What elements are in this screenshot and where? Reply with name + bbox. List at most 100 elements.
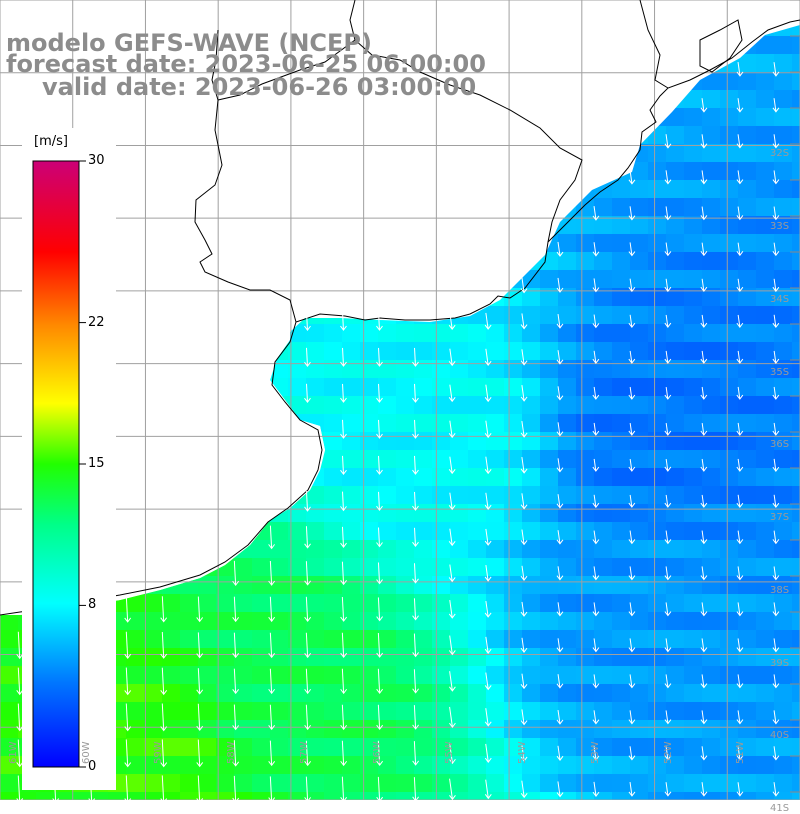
wind-cell [756, 756, 775, 775]
wind-cell [288, 756, 307, 775]
wind-cell [792, 414, 800, 433]
wind-cell [216, 720, 235, 739]
wind-cell [558, 486, 577, 505]
wind-cell [738, 504, 757, 523]
wind-cell [306, 756, 325, 775]
wind-cell [684, 306, 703, 325]
wind-cell [576, 522, 595, 541]
wind-cell [504, 342, 523, 361]
wind-cell [666, 180, 685, 199]
wind-arrow [700, 278, 708, 293]
wind-cell [612, 414, 631, 433]
wind-cell [720, 594, 739, 613]
wind-cell [684, 432, 703, 451]
wind-arrow [628, 386, 636, 400]
wind-cell [360, 666, 379, 685]
wind-arrow [664, 350, 672, 364]
wind-cell [522, 558, 541, 577]
wind-cell [630, 414, 649, 433]
wind-cell [414, 414, 433, 433]
wind-cell [558, 378, 577, 397]
wind-arrow [268, 632, 276, 659]
wind-arrow [700, 602, 708, 617]
wind-cell [702, 702, 721, 721]
wind-cell [396, 558, 415, 577]
wind-cell [594, 378, 613, 397]
wind-cell [288, 612, 307, 631]
wind-cell [666, 648, 685, 667]
wind-cell [576, 288, 595, 307]
wind-cell [558, 522, 577, 541]
wind-cell [414, 540, 433, 559]
wind-arrow [304, 704, 312, 731]
wind-cell [180, 666, 199, 685]
wind-cell [216, 576, 235, 595]
wind-cell [612, 558, 631, 577]
wind-cell [0, 666, 19, 685]
wind-cell [0, 738, 19, 757]
wind-cell [738, 306, 757, 325]
wind-cell [792, 648, 800, 667]
wind-cell [612, 702, 631, 721]
wind-cell [468, 378, 487, 397]
wind-cell [468, 702, 487, 721]
wind-cell [234, 558, 253, 577]
wind-arrow [16, 667, 24, 696]
wind-cell [774, 666, 793, 685]
wind-cell [666, 162, 685, 181]
wind-cell [288, 738, 307, 757]
wind-arrow [772, 530, 780, 545]
wind-cell [378, 684, 397, 703]
wind-cell [756, 54, 775, 73]
wind-cell [576, 504, 595, 523]
wind-cell [396, 648, 415, 667]
wind-cell [378, 612, 397, 631]
wind-cell [342, 450, 361, 469]
wind-cell [558, 414, 577, 433]
wind-cell [720, 774, 739, 793]
wind-cell [540, 252, 559, 271]
wind-cell [486, 594, 505, 613]
wind-cell [756, 36, 775, 55]
wind-cell [162, 756, 181, 775]
wind-arrow [592, 674, 600, 689]
wind-arrow [772, 494, 780, 509]
wind-cell [144, 738, 163, 757]
wind-cell [414, 324, 433, 343]
wind-cell [774, 558, 793, 577]
wind-cell [306, 522, 325, 541]
wind-cell [558, 576, 577, 595]
wind-arrow [772, 206, 780, 221]
wind-cell [576, 252, 595, 271]
wind-cell [144, 648, 163, 667]
wind-cell [450, 540, 469, 559]
wind-cell [684, 162, 703, 181]
wind-cell [756, 360, 775, 379]
wind-cell [720, 504, 739, 523]
wind-cell [792, 36, 800, 55]
wind-cell [432, 522, 451, 541]
wind-cell [216, 792, 235, 800]
wind-arrow [664, 494, 672, 508]
latitude-label: 33S [770, 221, 790, 233]
wind-cell [774, 648, 793, 667]
wind-cell [360, 486, 379, 505]
wind-cell [378, 774, 397, 793]
wind-arrow [304, 740, 312, 767]
wind-cell [558, 594, 577, 613]
wind-arrow [664, 710, 672, 725]
wind-cell [198, 576, 217, 595]
wind-cell [720, 756, 739, 775]
wind-arrow [232, 775, 240, 800]
wind-cell [504, 450, 523, 469]
wind-cell [666, 324, 685, 343]
wind-cell [738, 414, 757, 433]
wind-cell [648, 738, 667, 757]
wind-arrow [700, 566, 708, 581]
wind-cell [450, 702, 469, 721]
wind-arrow [304, 491, 311, 512]
wind-cell [324, 504, 343, 523]
wind-cell [270, 792, 289, 800]
wind-arrow [628, 638, 636, 653]
